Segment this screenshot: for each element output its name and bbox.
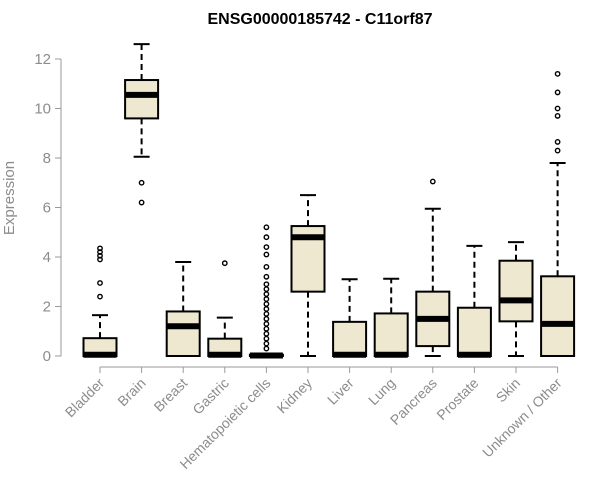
y-tick-label: 0 [43,348,51,365]
box-iqr [124,79,160,120]
box-hematopoietic-cells [248,224,284,359]
outlier-point [263,291,270,298]
outlier-point [429,178,436,185]
outlier-point [97,293,103,300]
outlier-point [263,281,270,288]
x-tick-label: Kidney [274,375,316,417]
outlier-point [97,280,103,286]
outlier-point [263,301,270,307]
x-tick-label: Prostate [433,375,481,423]
x-tick-label: Liver [324,375,357,408]
x-tick-label: Bladder [62,375,108,421]
box-iqr [456,306,492,357]
box-iqr [373,312,409,357]
y-tick-label: 8 [43,150,51,167]
outlier-point [263,286,270,293]
outlier-point [554,89,561,96]
outlier-point [138,199,145,206]
outlier-point [263,330,270,337]
x-tick-label: Lung [365,375,398,408]
box-iqr [498,259,534,323]
box-kidney [290,194,326,357]
outlier-point [554,105,561,112]
chart-title: ENSG00000185742 - C11orf87 [207,11,432,28]
y-tick-label: 4 [43,249,51,266]
outlier-point [97,245,103,252]
outlier-point [554,147,561,154]
outlier-point [221,260,228,267]
x-tick-label: Unknown / Other [479,375,565,461]
y-axis: 0 2 4 6 8 10 12 [34,51,62,365]
outlier-point [263,345,270,352]
box-brain [124,43,160,206]
outlier-point [554,70,561,77]
x-tick-label: Brain [114,375,148,409]
outlier-point [263,320,270,327]
box-breast [165,260,201,358]
outlier-point [263,315,270,322]
outlier-point [263,263,270,270]
box-prostate [456,244,492,358]
plot-area [82,43,576,359]
box-liver [332,278,368,358]
box-gastric [207,260,243,358]
outlier-point [263,273,270,280]
outlier-point [263,306,270,312]
box-iqr [540,275,576,357]
outlier-point [263,224,270,231]
outlier-point [554,113,561,119]
box-unknown-other [540,70,576,357]
y-tick-label: 12 [34,51,51,68]
box-bladder [82,245,118,358]
y-tick-label: 2 [43,299,51,316]
outlier-point [263,296,270,302]
box-pancreas [415,178,451,357]
outlier-point [138,179,145,186]
outlier-point [263,251,270,258]
outlier-point [263,234,270,241]
outlier-point [263,325,270,332]
box-skin [498,241,534,357]
y-axis-label: Expression [1,161,18,235]
outlier-point [263,244,270,251]
outlier-point [263,335,270,342]
outlier-point [554,139,561,145]
outlier-point [263,311,270,317]
outlier-point [263,340,270,347]
box-iqr [165,310,201,358]
x-tick-label: Skin [493,375,524,406]
y-tick-label: 10 [34,101,51,118]
box-iqr [332,320,368,357]
y-tick-label: 6 [43,200,51,217]
box-lung [373,277,409,358]
x-tick-label: Breast [150,375,190,415]
